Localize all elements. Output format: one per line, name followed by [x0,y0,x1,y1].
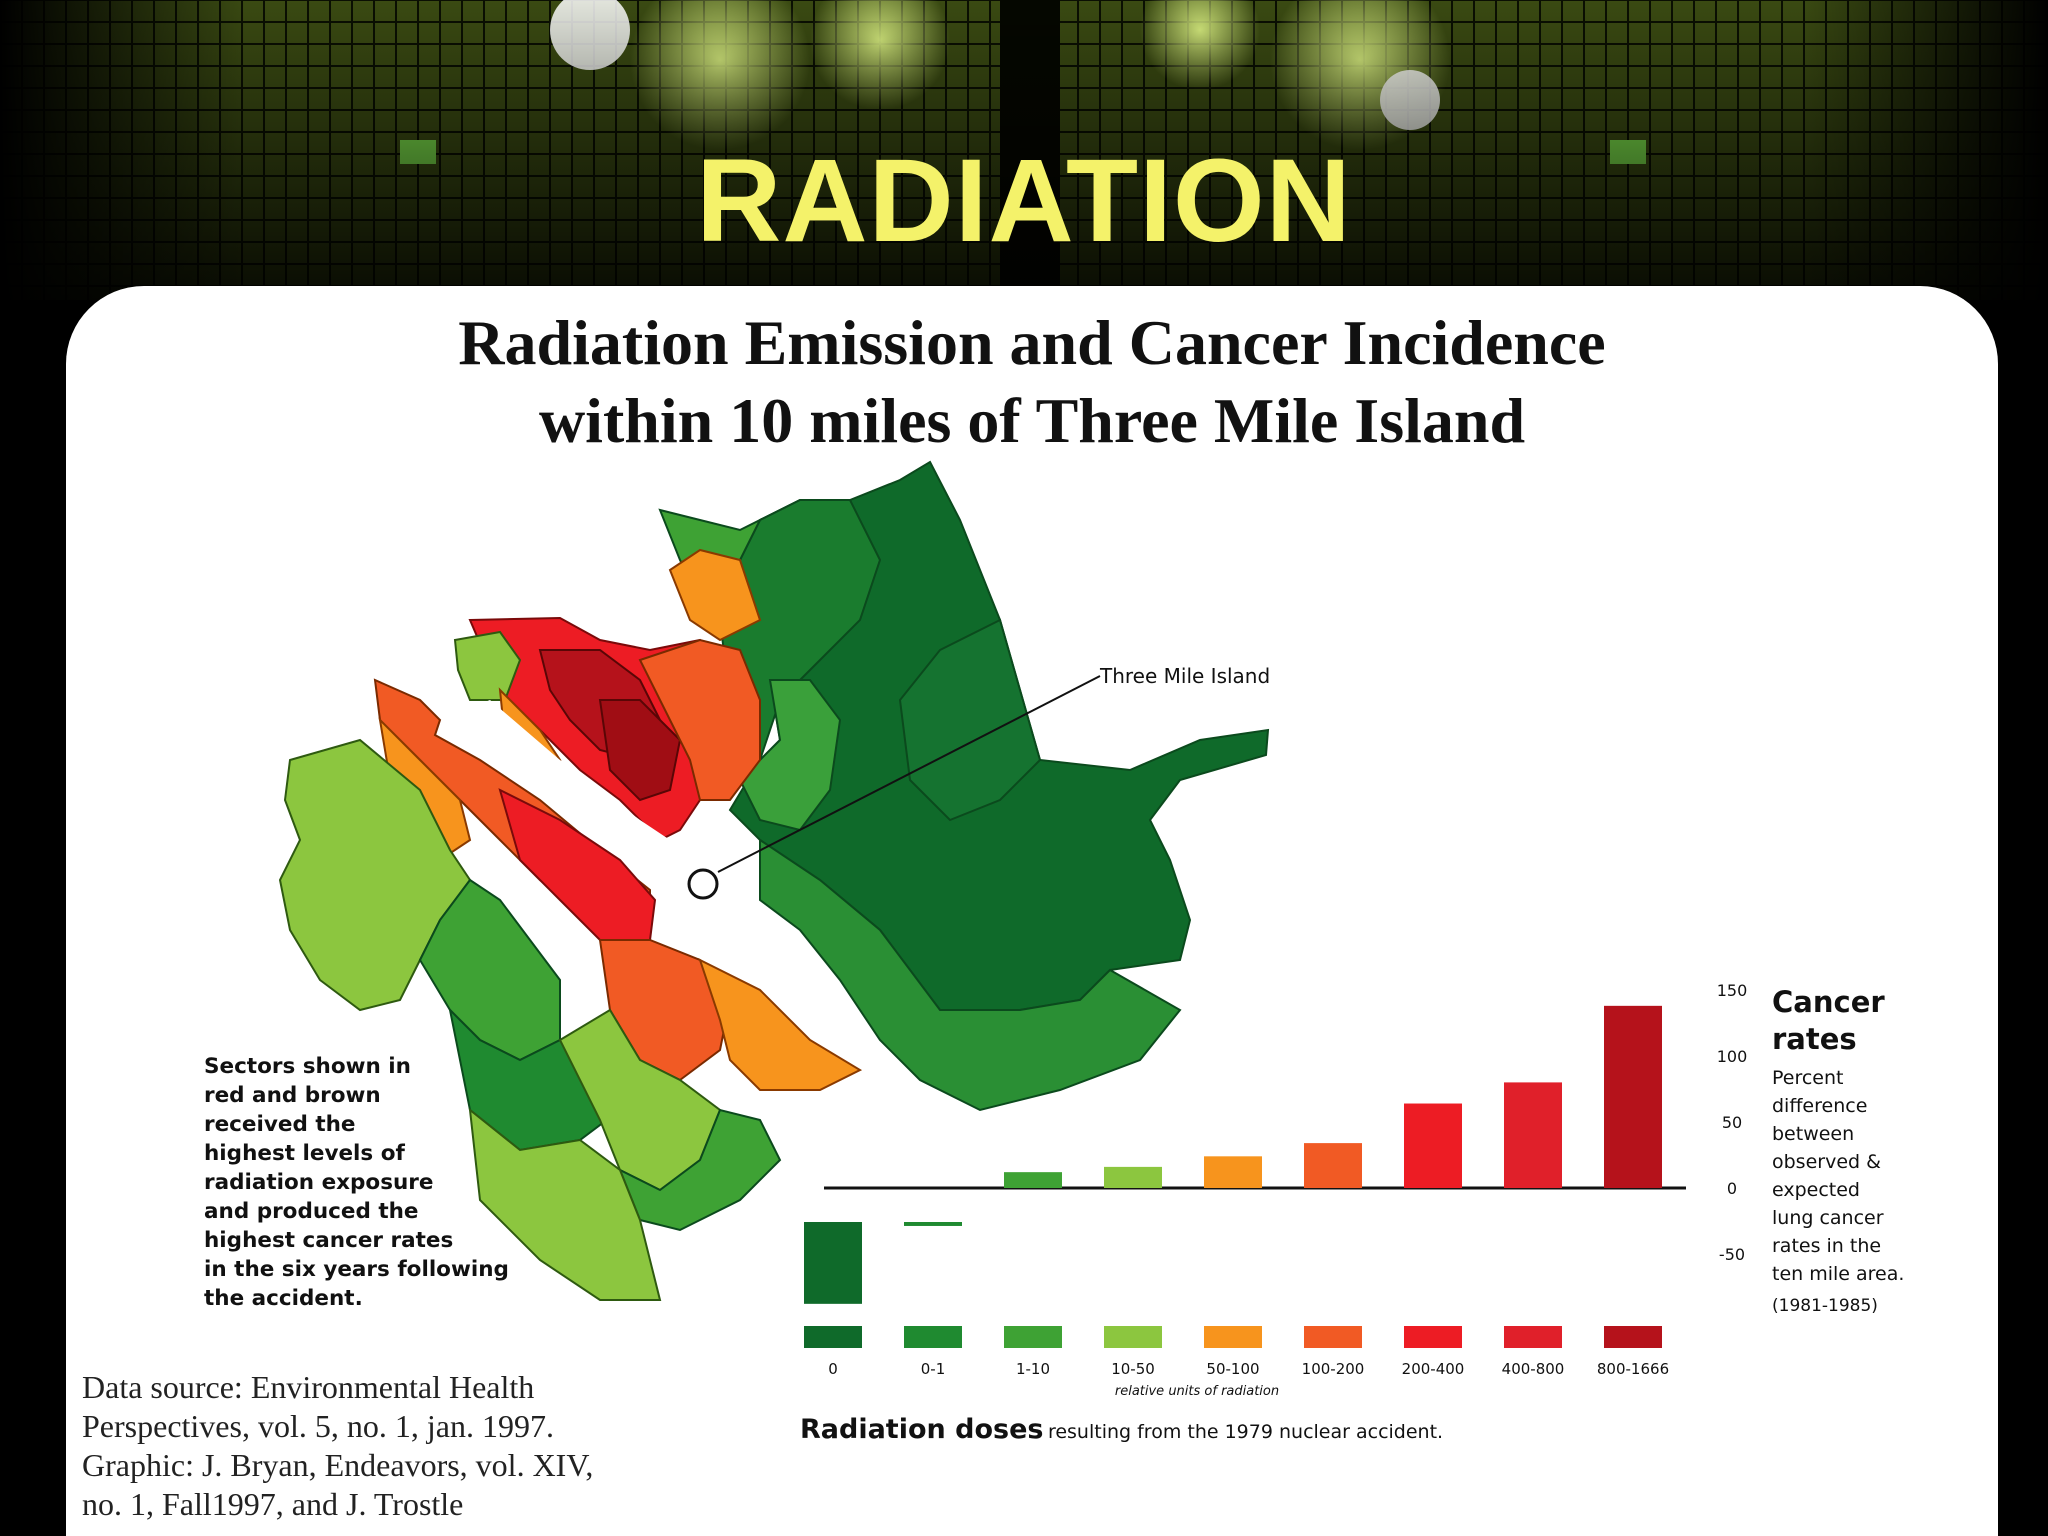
swatch-10-50 [1104,1326,1162,1348]
legend-desc-line: ten mile area. [1772,1263,1905,1285]
map-sector [898,618,1042,822]
x-tick-label: 800-1666 [1597,1360,1669,1378]
bar-10-50 [1104,1166,1162,1188]
y-tick-label: 0 [1727,1179,1737,1198]
bar-800-1666 [1604,1005,1662,1188]
tmi-region-map [278,460,1270,1301]
x-tick-label: 100-200 [1302,1360,1365,1378]
bar-0 [804,1222,862,1304]
cancer-rate-bar-chart: 0 0-1 1-10 10-50 50-100 100-200 200-400 400-800… [804,981,1748,1378]
x-axis-label: Radiation doses resulting from the 1979 … [800,1414,1443,1445]
y-tick-label: 150 [1717,981,1748,1000]
chart-title: Radiation Emission and Cancer Incidence … [66,304,1998,460]
tmi-marker [687,868,719,900]
swatch-800-1666 [1604,1326,1662,1348]
map-note-line: Sectors shown in [204,1054,411,1079]
map-note-line: received the [204,1112,356,1137]
swatch-0 [804,1326,862,1348]
swatch-0-1 [904,1326,962,1348]
bar-0-1 [904,1222,962,1226]
map-sector [638,638,761,801]
bar-400-800 [1504,1082,1562,1188]
y-tick-label: 100 [1717,1047,1748,1066]
map-sector [698,958,863,1091]
legend-desc-line: observed & [1772,1151,1881,1173]
chart-panel: Radiation Emission and Cancer Incidence … [66,286,1998,1536]
source-line: Perspectives, vol. 5, no. 1, jan. 1997. [82,1408,554,1444]
map-note-line: red and brown [204,1083,381,1108]
legend-desc-line: between [1772,1123,1855,1145]
legend-title-line-2: rates [1772,1022,1857,1056]
bar-50-100 [1204,1156,1262,1188]
x-tick-label: 0 [828,1360,838,1378]
legend-desc-line: expected [1772,1179,1860,1201]
map-note: Sectors shown in red and brown received … [204,1052,564,1313]
map-sector [468,1107,662,1301]
bar-200-400 [1404,1103,1462,1188]
map-sector [738,679,842,832]
x-tick-label: 400-800 [1502,1360,1565,1378]
tmi-pointer [717,675,1101,873]
x-axis-label-rest: resulting from the 1979 nuclear accident… [1047,1421,1444,1443]
chart-title-line-1: Radiation Emission and Cancer Incidence [458,307,1606,378]
y-tick-label: 50 [1722,1113,1742,1132]
legend-desc-line: Percent [1772,1067,1844,1089]
map-sector [759,838,1182,1112]
source-line: no. 1, Fall1997, and J. Trostle [82,1486,464,1522]
swatch-400-800 [1504,1326,1562,1348]
legend-description: Percent difference between observed & ex… [1772,1064,1972,1288]
map-note-line: radiation exposure [204,1170,434,1195]
map-river [435,700,870,1070]
legend-desc-line: lung cancer [1772,1207,1884,1229]
swatch-50-100 [1204,1326,1262,1348]
legend-period: (1981-1985) [1772,1296,1878,1316]
chart-title-line-2: within 10 miles of Three Mile Island [538,385,1526,456]
y-tick-label: -50 [1719,1245,1745,1264]
source-line: Data source: Environmental Health [82,1369,535,1405]
legend-desc-line: difference [1772,1095,1868,1117]
x-tick-label: 0-1 [921,1360,946,1378]
map-sector [668,548,762,642]
legend-desc-line: rates in the [1772,1235,1882,1257]
map-note-line: highest levels of [204,1141,405,1166]
swatch-100-200 [1304,1326,1362,1348]
x-tick-label: 200-400 [1402,1360,1465,1378]
data-source-credit: Data source: Environmental Health Perspe… [82,1368,722,1524]
legend-title-line-1: Cancer [1772,985,1885,1019]
chart-legend: Cancer rates Percent difference between … [1772,984,1972,1316]
map-note-line: and produced the [204,1199,419,1224]
x-axis-subtitle: relative units of radiation [1114,1384,1280,1399]
x-tick-label: 50-100 [1206,1360,1259,1378]
source-line: Graphic: J. Bryan, Endeavors, vol. XIV, [82,1447,594,1483]
slide-title: RADIATION [696,135,1352,267]
bar-1-10 [1004,1172,1062,1188]
x-tick-label: 10-50 [1111,1360,1155,1378]
map-sector [278,738,472,1012]
bar-100-200 [1304,1143,1362,1188]
swatch-1-10 [1004,1326,1062,1348]
x-axis-label-bold: Radiation doses [800,1414,1044,1445]
map-sector [618,1108,782,1232]
map-note-line: highest cancer rates [204,1228,454,1253]
decorative-banner [0,0,2048,300]
swatch-200-400 [1404,1326,1462,1348]
three-mile-island-label: Three Mile Island [1100,664,1271,688]
map-note-line: the accident. [204,1286,363,1311]
map-sector [598,699,682,802]
x-tick-label: 1-10 [1016,1360,1050,1378]
map-note-line: in the six years following [204,1257,509,1282]
